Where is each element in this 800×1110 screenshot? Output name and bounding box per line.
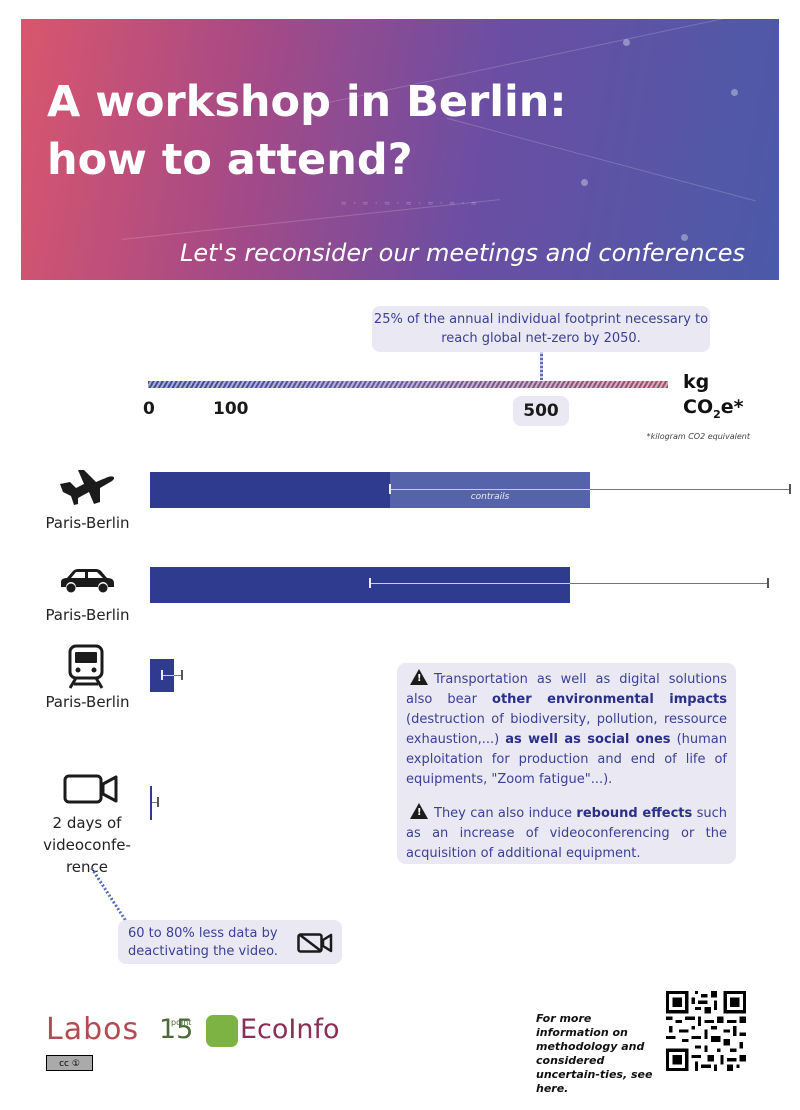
- data-saving-callout: 60 to 80% less data by deactivating the …: [118, 920, 342, 964]
- contrails-label: contrails: [470, 492, 510, 502]
- info-emphasis: other environmental impacts: [492, 692, 727, 707]
- info-text: (destruction of biodiversity, pollution,…: [406, 712, 727, 747]
- info-text: Transportation as well as digital soluti…: [406, 672, 727, 707]
- video-label-text: 2 days of videoconfe-rence: [43, 814, 131, 876]
- unit-suffix: e*: [720, 396, 744, 418]
- error-bar-plane-inner: [390, 489, 590, 490]
- unit-kg: kg: [683, 371, 710, 393]
- header-banner: ≈ · ≈ · ≈ · ≈ · ≈ · ≈ · ≈ A workshop in …: [21, 19, 779, 280]
- callout-pointer: [540, 352, 543, 380]
- row-label-car: Paris-Berlin: [45, 606, 130, 624]
- video-off-icon: [297, 933, 333, 953]
- qr-code-icon[interactable]: [666, 991, 746, 1071]
- labos-logo[interactable]: Labos: [46, 1012, 140, 1047]
- video-camera-icon: [63, 774, 118, 804]
- info-text: such as an increase of videoconferencing…: [406, 806, 727, 861]
- unit-label: kg CO2e*: [683, 370, 744, 427]
- info-emphasis: as well as social ones: [505, 732, 671, 747]
- unit-subscript: 2: [713, 407, 721, 421]
- row-label-plane: Paris-Berlin: [45, 514, 130, 532]
- info-text: (human exploitation for production and e…: [406, 732, 727, 787]
- bar-car-co2: [150, 567, 570, 603]
- decorative-dot: [731, 89, 738, 96]
- error-bar-video: [152, 802, 158, 803]
- warning-icon: !: [410, 803, 428, 819]
- airplane-icon: [60, 470, 115, 505]
- row-label-video: 2 days of videoconfe-rence: [42, 812, 132, 878]
- bar-plane-co2: [150, 472, 390, 508]
- scale-tick-0: 0: [143, 399, 155, 419]
- ecoinfo-leaf-icon: [206, 1015, 238, 1047]
- info-emphasis: rebound effects: [576, 806, 693, 821]
- error-cap-car-right: [766, 578, 769, 588]
- page-subtitle: Let's reconsider our meetings and confer…: [179, 239, 745, 267]
- error-bar-train-outer: [174, 675, 182, 676]
- bar-plane-contrails: contrails: [390, 472, 590, 508]
- impacts-info-box: ! Transportation as well as digital solut…: [397, 663, 736, 864]
- creative-commons-badge[interactable]: cc ①: [46, 1055, 93, 1071]
- row-label-train: Paris-Berlin: [45, 693, 130, 711]
- net-zero-callout: 25% of the annual individual footprint n…: [372, 306, 710, 352]
- info-text: They can also induce: [434, 806, 577, 821]
- point15-number: 15: [159, 1014, 194, 1045]
- point15-small: point: [171, 1018, 192, 1027]
- error-cap-train-left: [161, 670, 163, 680]
- title-line-2: how to attend?: [47, 135, 413, 185]
- decorative-text: ≈ · ≈ · ≈ · ≈ · ≈ · ≈ · ≈: [341, 199, 477, 209]
- bar-video-co2: [150, 786, 153, 820]
- error-cap-car-left: [369, 578, 371, 588]
- page-title: A workshop in Berlin: how to attend?: [47, 73, 567, 189]
- title-line-1: A workshop in Berlin:: [47, 77, 567, 127]
- decorative-dot: [623, 39, 630, 46]
- error-cap-train-right: [181, 670, 183, 680]
- error-cap-plane-right: [789, 484, 791, 494]
- decorative-dot: [681, 234, 688, 241]
- scale-tick-500: 500: [513, 396, 569, 426]
- point15-logo[interactable]: 15 point: [159, 1014, 193, 1045]
- error-cap-plane-left: [389, 484, 391, 494]
- unit-co2: CO: [683, 396, 714, 418]
- ecoinfo-logo[interactable]: EcoInfo: [240, 1014, 340, 1045]
- error-bar-car-inner: [370, 583, 570, 584]
- scale-tick-100: 100: [213, 399, 249, 419]
- decorative-dot: [581, 179, 588, 186]
- error-bar-plane-outer: [590, 489, 790, 490]
- more-info-text[interactable]: For more information on methodology and …: [536, 1012, 653, 1095]
- warning-icon: !: [410, 669, 428, 685]
- unit-footnote: *kilogram CO2 equivalent: [646, 432, 750, 441]
- train-icon: [68, 644, 104, 689]
- error-bar-car-outer: [570, 583, 768, 584]
- data-saving-text: 60 to 80% less data by deactivating the …: [128, 926, 278, 959]
- error-cap-video-right: [157, 797, 159, 807]
- scale-bar: [148, 381, 668, 388]
- info-paragraph-1: ! Transportation as well as digital solut…: [406, 669, 727, 790]
- error-bar-train-inner: [162, 675, 174, 676]
- car-icon: [61, 569, 114, 593]
- info-paragraph-2: ! They can also induce rebound effects su…: [406, 803, 727, 864]
